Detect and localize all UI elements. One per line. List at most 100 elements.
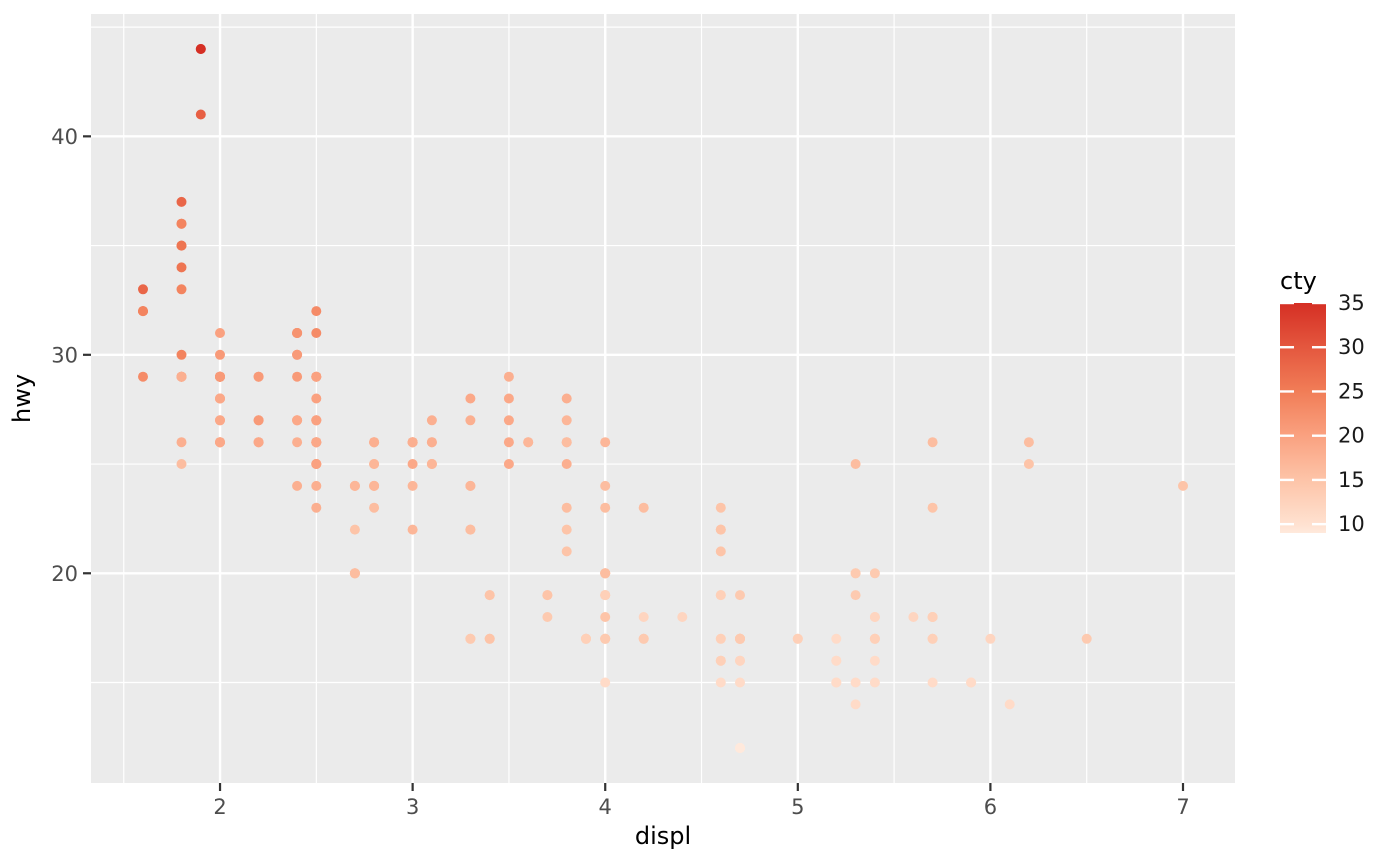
data-point [600,502,611,513]
data-point [831,677,842,688]
data-point [215,371,225,382]
data-point [465,393,476,404]
data-point [638,612,649,622]
data-point [407,459,418,469]
data-point [503,415,514,426]
data-point [715,502,726,513]
data-point [600,612,611,622]
data-point [176,371,187,382]
data-point [869,655,880,666]
data-point [792,633,803,644]
data-point [850,459,861,469]
data-point [484,633,495,644]
y-tick-label: 20 [51,562,78,586]
data-point [311,371,322,382]
legend-colorbar [1280,303,1326,533]
data-point [426,437,437,448]
data-point [138,371,148,382]
data-point [1023,437,1034,448]
data-point [561,502,572,513]
legend-tick-label: 35 [1338,291,1365,315]
data-point [215,415,225,426]
data-point [561,524,572,535]
x-tick-label: 5 [791,795,804,819]
data-point [176,196,187,207]
data-point [311,393,322,404]
data-point [927,677,938,688]
data-point [503,393,514,404]
data-point [542,590,553,601]
data-point [215,393,225,404]
legend-tick-label: 25 [1338,379,1365,403]
data-point [176,284,187,295]
data-point [369,459,380,469]
data-point [715,524,726,535]
data-point [908,612,919,622]
plot-panel [91,14,1235,783]
data-point [311,502,322,513]
data-point [369,437,380,448]
data-point [600,568,611,579]
data-point [715,590,726,601]
data-point [176,437,187,448]
data-point [985,633,996,644]
x-axis-title: displ [635,822,691,850]
data-point [600,480,611,491]
data-point [735,655,745,666]
data-point [1004,699,1015,710]
data-point [600,677,611,688]
data-point [503,459,514,469]
data-point [735,633,745,644]
data-point [253,437,264,448]
x-tick-label: 4 [599,795,612,819]
data-point [677,612,688,622]
data-point [349,480,360,491]
data-point [1178,480,1188,491]
data-point [253,371,264,382]
data-point [311,415,322,426]
data-point [561,546,572,557]
data-point [561,437,572,448]
data-point [850,568,861,579]
data-point [715,633,726,644]
y-axis-title: hwy [8,374,36,423]
data-point [561,393,572,404]
data-point [349,568,360,579]
data-point [503,437,514,448]
data-point [176,240,187,251]
data-point [253,415,264,426]
data-point [715,655,726,666]
data-point [581,633,591,644]
data-point [311,437,322,448]
data-point [465,480,476,491]
data-point [869,677,880,688]
data-point [138,306,148,317]
legend-tick-label: 10 [1338,512,1365,536]
data-point [138,284,148,295]
x-tick-label: 6 [984,795,997,819]
data-point [638,633,649,644]
data-point [927,502,938,513]
data-point [292,328,303,338]
data-point [715,677,726,688]
x-tick-label: 3 [406,795,419,819]
legend-tick-label: 20 [1338,424,1365,448]
data-point [850,699,861,710]
data-point [311,459,322,469]
data-point [407,524,418,535]
data-point [735,677,745,688]
data-point [349,524,360,535]
data-point [869,612,880,622]
data-point [465,524,476,535]
data-point [426,459,437,469]
data-point [831,655,842,666]
data-point [292,349,303,360]
data-point [869,633,880,644]
data-point [869,568,880,579]
data-point [311,328,322,338]
data-point [176,218,187,229]
data-point [195,44,206,54]
data-point [176,262,187,273]
